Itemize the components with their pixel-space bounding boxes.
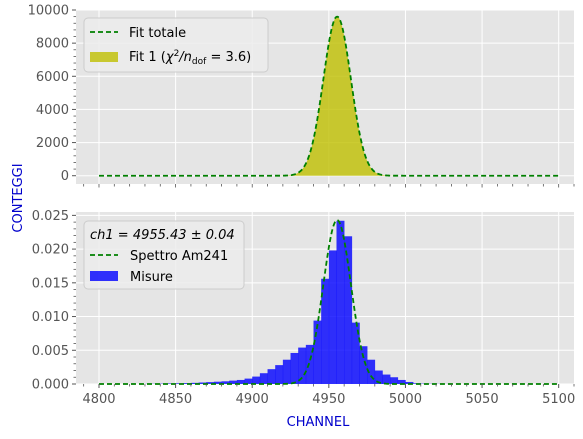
histogram-bar	[390, 377, 399, 384]
histogram-bar	[344, 236, 353, 384]
y-tick-label: 10000	[28, 4, 69, 19]
histogram-bar	[221, 381, 230, 384]
y-tick-label: 0.015	[32, 276, 69, 291]
x-tick-label: 4800	[82, 392, 115, 407]
y-tick-label: 2000	[36, 136, 69, 151]
histogram-bar	[290, 352, 299, 384]
histogram-bar	[351, 322, 360, 384]
histogram-bar	[229, 380, 238, 384]
top-y-ticks: 0 2000 4000 6000 8000 10000	[28, 4, 76, 184]
y-tick-label: 8000	[36, 37, 69, 52]
y-tick-label: 0.000	[32, 378, 69, 393]
legend-filled-area-icon	[90, 52, 118, 62]
fit-totale-line	[98, 15, 559, 177]
y-tick-label: 0.020	[32, 243, 69, 258]
histogram-bar	[282, 359, 291, 384]
y-tick-label: 4000	[36, 103, 69, 118]
histogram-bar	[213, 381, 222, 384]
y-tick-label: 0.005	[32, 344, 69, 359]
histogram-bar	[275, 365, 284, 384]
top-fit-area	[98, 16, 559, 176]
bottom-y-ticks: 0.000 0.005 0.010 0.015 0.020 0.025	[32, 209, 76, 393]
histogram-bar	[382, 374, 391, 384]
legend-fit-1: Fit 1 (χ2/ndof = 3.6)	[129, 49, 251, 67]
bottom-legend: ch1 = 4955.43 ± 0.04 Spettro Am241 Misur…	[83, 220, 245, 290]
histogram-bar	[328, 250, 337, 384]
legend-filled-box-icon	[90, 271, 118, 281]
histogram-bar	[359, 346, 368, 384]
y-tick-label: 0.025	[32, 209, 69, 224]
histogram-bar	[244, 378, 253, 384]
y-tick-label: 0.010	[32, 310, 69, 325]
histogram-bar	[236, 379, 245, 384]
x-tick-label: 5000	[389, 392, 422, 407]
histogram-bar	[305, 344, 314, 384]
fit-1-area	[98, 16, 559, 176]
x-tick-label: 4950	[312, 392, 345, 407]
x-tick-label: 4900	[236, 392, 269, 407]
histogram-bar	[321, 278, 330, 384]
legend-fit-totale: Fit totale	[129, 26, 186, 41]
x-tick-label: 5050	[466, 392, 499, 407]
histogram-bar	[190, 382, 199, 384]
histogram-bar	[267, 369, 276, 384]
histogram-bar	[367, 359, 376, 384]
legend-ch1-value: ch1 = 4955.43 ± 0.04	[90, 228, 235, 243]
top-legend: Fit totale Fit 1 (χ2/ndof = 3.6)	[83, 17, 269, 73]
histogram-bar	[252, 376, 261, 384]
top-panel: 0 2000 4000 6000 8000 10000 Fit totale Fit 1 …	[28, 4, 575, 188]
y-axis-label: CONTEGGI	[11, 163, 26, 232]
histogram-bar	[313, 320, 322, 384]
bottom-x-ticks: 4800 4850 4900 4950 5000 5050 5100	[82, 384, 575, 407]
legend-misure: Misure	[130, 270, 173, 285]
histogram-bar	[198, 382, 207, 384]
histogram-bar	[336, 220, 345, 384]
top-fit-line	[98, 15, 559, 177]
legend-spettro: Spettro Am241	[130, 249, 228, 264]
histogram-bar	[298, 347, 307, 384]
x-tick-label: 4850	[159, 392, 192, 407]
histogram-bar	[405, 381, 414, 384]
histogram-bar	[259, 373, 268, 384]
y-tick-label: 6000	[36, 70, 69, 85]
histogram-bar	[206, 382, 215, 384]
x-tick-label: 5100	[542, 392, 575, 407]
x-axis-label: CHANNEL	[287, 415, 350, 430]
histogram-bar	[374, 370, 383, 384]
histogram-bar	[397, 379, 406, 384]
top-x-minor-ticks	[83, 184, 575, 188]
y-tick-label: 0	[61, 169, 69, 184]
bottom-legend-box	[83, 220, 245, 290]
histogram-bars	[144, 220, 452, 384]
top-legend-box	[83, 17, 269, 73]
